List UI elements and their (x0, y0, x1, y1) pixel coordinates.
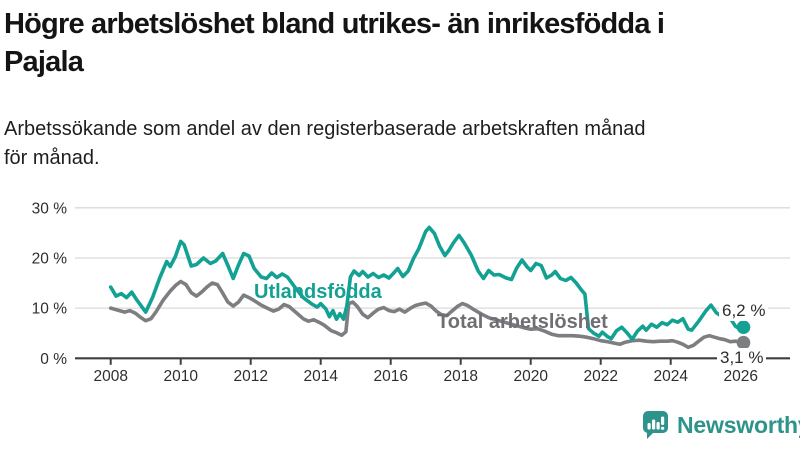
x-axis-tick-label: 2012 (233, 368, 267, 385)
series-end-dot-1 (736, 335, 751, 350)
page-subtitle: Arbetssökande som andel av den registerb… (4, 115, 784, 173)
x-axis-tick-label: 2022 (583, 368, 617, 385)
y-axis-tick-label: 20 % (32, 251, 68, 268)
page-title-line1: Högre arbetslöshet bland utrikes- än inr… (4, 8, 665, 40)
page-subtitle-line1: Arbetssökande som andel av den registerb… (4, 118, 646, 140)
x-axis-tick-label: 2010 (163, 368, 198, 385)
newsworthy-logo[interactable]: Newsworthy (641, 410, 800, 440)
x-axis-tick-label: 2024 (653, 368, 688, 385)
page-subtitle-line2: för månad. (4, 147, 100, 169)
end-value-label-total: 3,1 % (717, 348, 767, 368)
y-axis-tick-label: 10 % (32, 301, 68, 318)
series-label-utlandsfodda: Utlandsfödda (254, 281, 382, 303)
x-axis-tick-label: 2026 (723, 368, 757, 385)
page-title: Högre arbetslöshet bland utrikes- än inr… (4, 5, 798, 81)
series-label-total-arbetsloshet: Total arbetslöshet (437, 311, 608, 333)
speech-bubble-bar-chart-icon (643, 411, 668, 439)
page-title-line2: Pajala (4, 46, 84, 78)
x-axis-tick-label: 2016 (373, 368, 407, 385)
newsworthy-wordmark: Newsworthy (677, 411, 800, 438)
y-axis-tick-label: 0 % (40, 351, 67, 368)
x-axis-tick-label: 2014 (303, 368, 338, 385)
series-line-0 (108, 225, 746, 342)
x-axis-tick-label: 2018 (443, 368, 477, 385)
end-value-label-utlandsfodda: 6,2 % (719, 301, 769, 321)
series-end-dot-0 (736, 320, 751, 335)
series-line-1 (108, 279, 746, 350)
y-axis-tick-label: 30 % (32, 200, 68, 217)
x-axis-tick-label: 2008 (93, 368, 127, 385)
x-axis-tick-label: 2020 (513, 368, 548, 385)
